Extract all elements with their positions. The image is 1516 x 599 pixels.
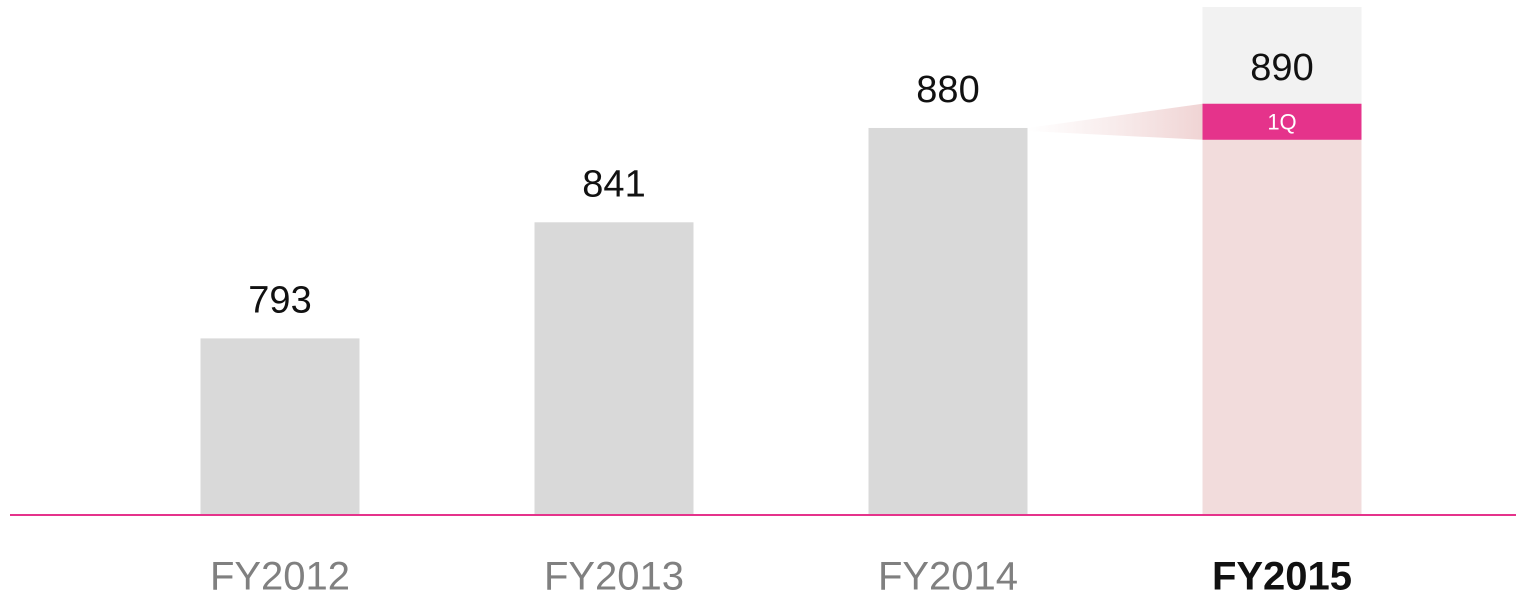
x-tick-label: FY2015 <box>1212 555 1352 599</box>
bar <box>534 222 694 516</box>
annotation-band <box>1202 103 1362 140</box>
bar <box>868 127 1028 515</box>
value-label: 841 <box>582 163 645 205</box>
value-label: 880 <box>916 69 979 111</box>
x-tick-label: FY2013 <box>544 555 684 599</box>
value-label: 793 <box>248 279 311 321</box>
x-tick-label: FY2012 <box>210 555 350 599</box>
bar <box>1202 103 1362 515</box>
bar <box>200 338 360 515</box>
connector-wedge <box>1027 103 1203 140</box>
x-tick-label: FY2014 <box>878 555 1018 599</box>
value-label: 890 <box>1250 47 1313 89</box>
annotation: 1Q <box>1267 110 1296 135</box>
